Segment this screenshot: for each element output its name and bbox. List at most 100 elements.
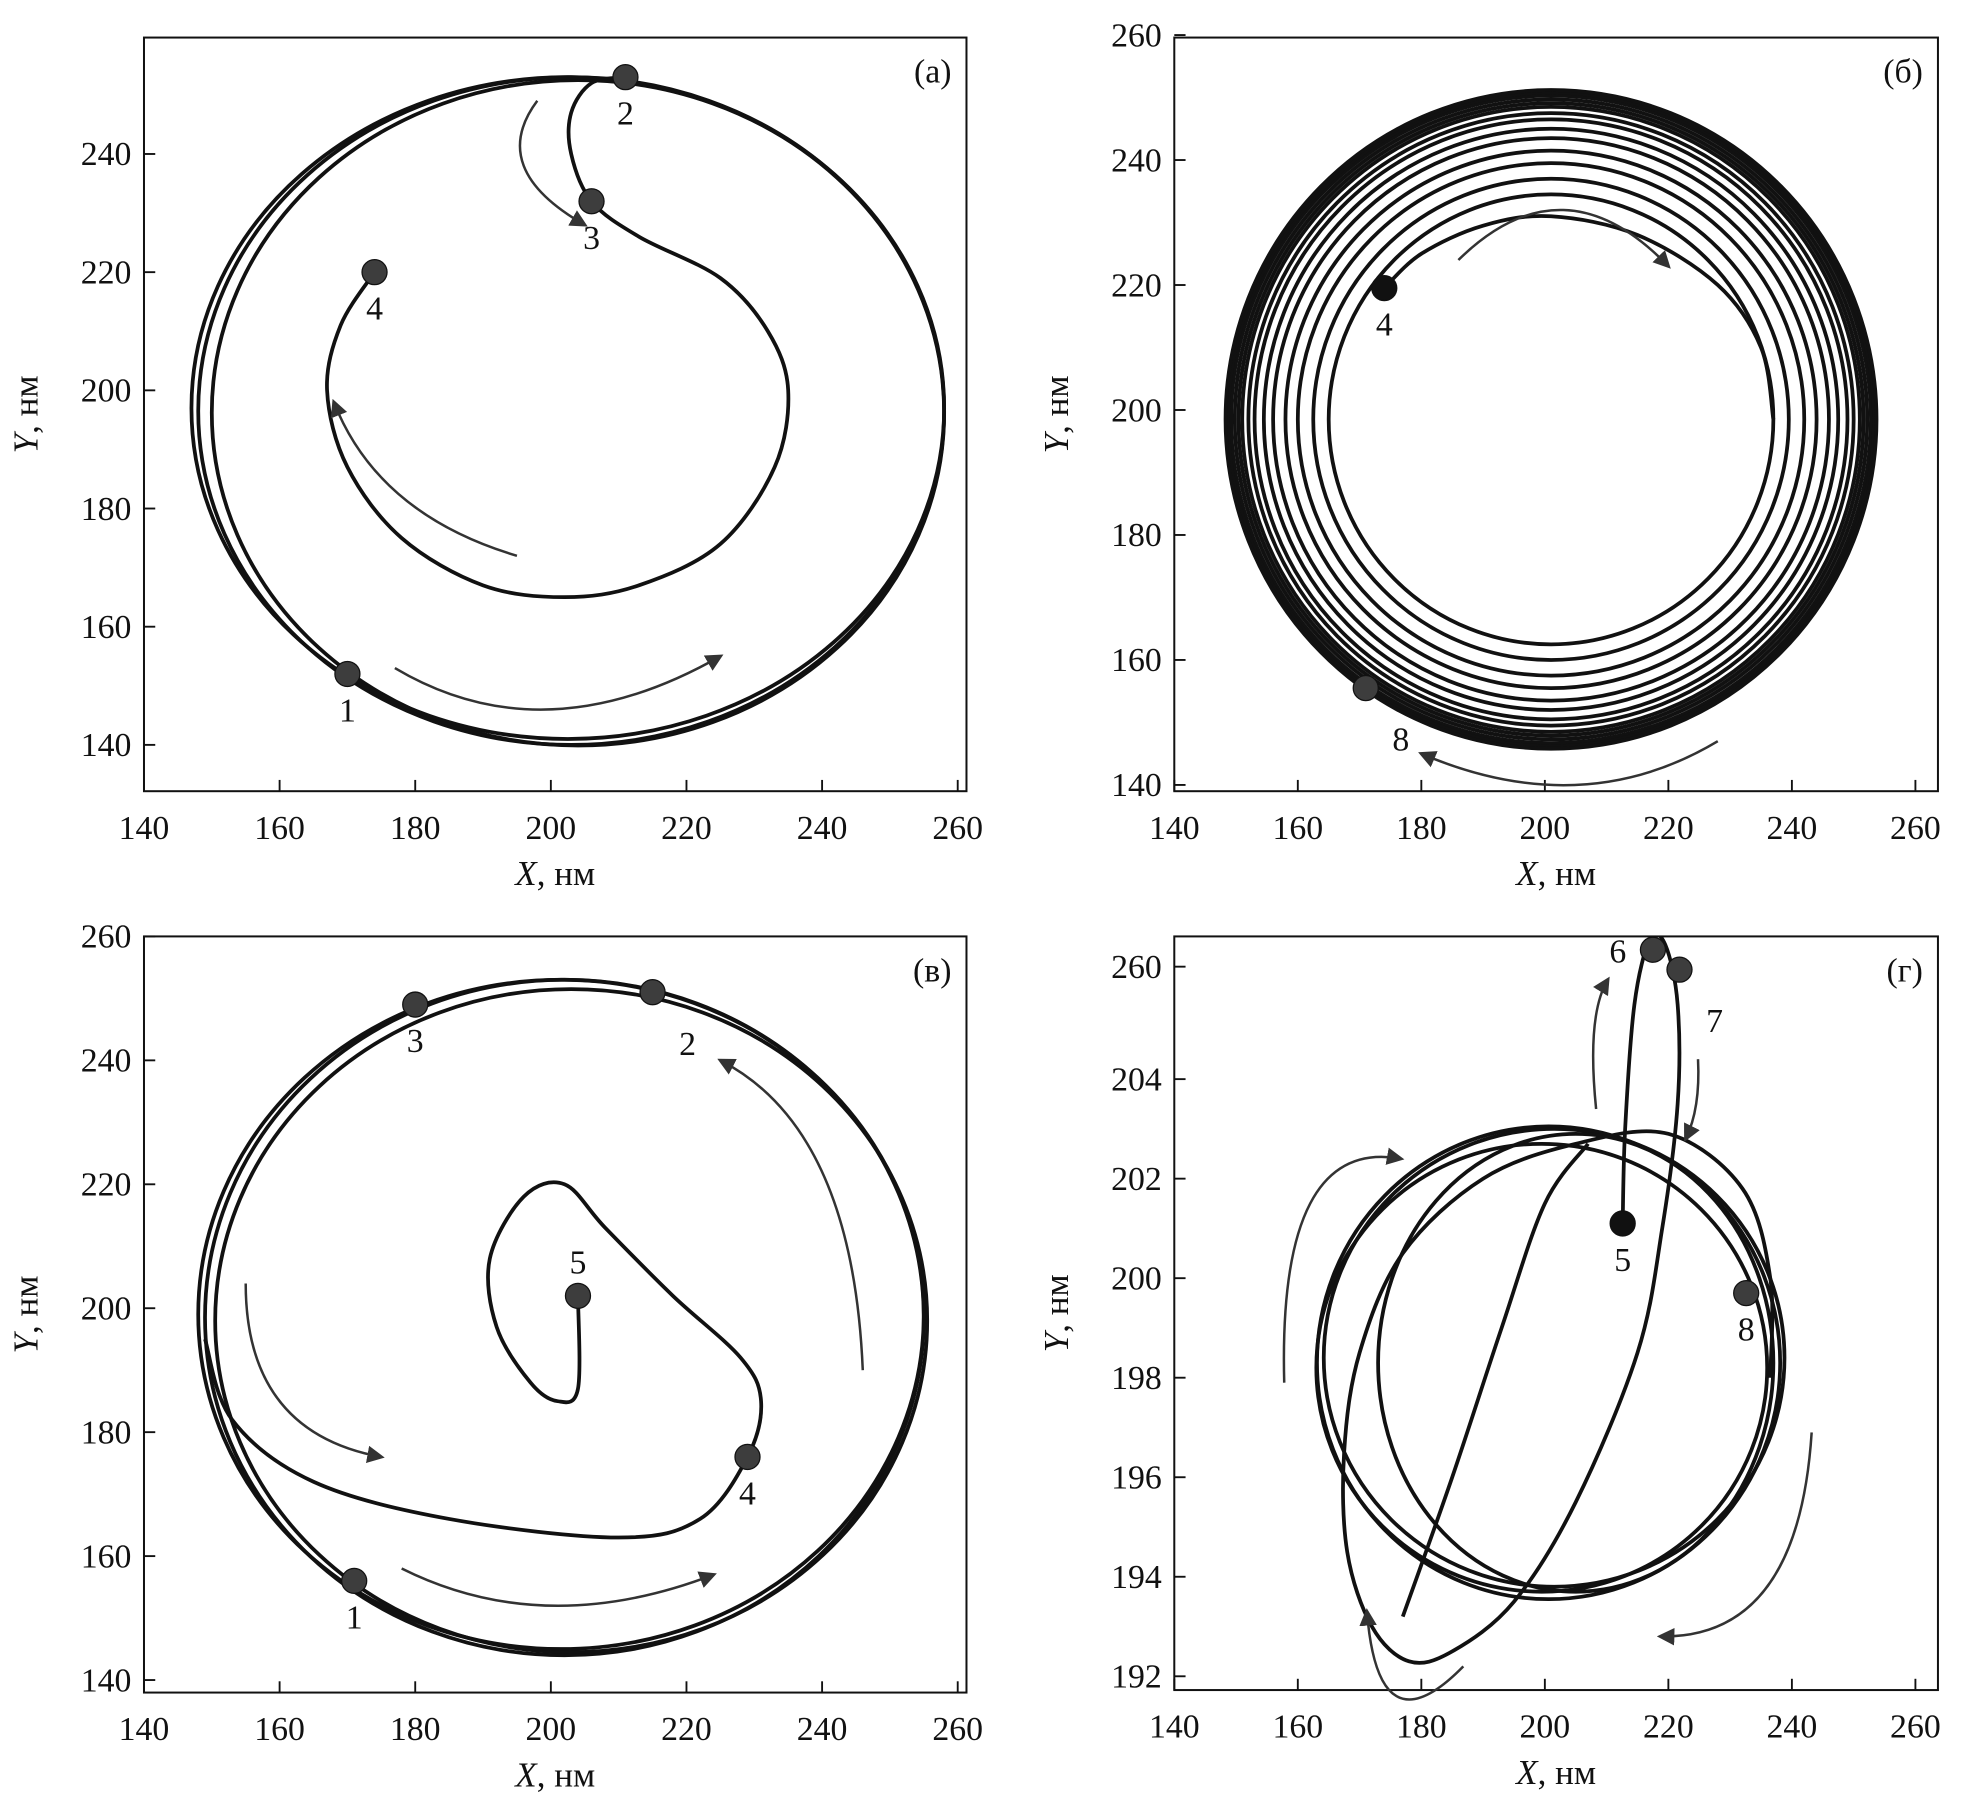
- direction-arrow: [1282, 1147, 1405, 1383]
- point-marker: [1639, 936, 1667, 963]
- plot-frame: [142, 935, 968, 1694]
- x-tick-label: 180: [1396, 810, 1447, 847]
- trajectory-segment: [1382, 214, 1776, 420]
- x-tick-label: 160: [254, 810, 305, 847]
- point-label: 4: [1376, 307, 1393, 344]
- point-marker: [578, 188, 605, 215]
- point-marker: [361, 259, 388, 286]
- x-tick-label: 240: [1767, 1709, 1818, 1746]
- direction-arrow: [1591, 976, 1610, 1110]
- direction-arrow: [1656, 1432, 1813, 1646]
- trajectory-ring: [1252, 117, 1850, 722]
- y-axis-unit: , нм: [1037, 375, 1076, 433]
- y-tick-label: 220: [81, 254, 132, 291]
- trajectory-loop: [1376, 1131, 1776, 1594]
- y-tick-label: 240: [81, 136, 132, 173]
- y-tick-label: 194: [1111, 1559, 1162, 1596]
- point-marker: [612, 64, 639, 91]
- y-axis-var: Y: [1037, 1329, 1076, 1352]
- y-tick-label: 200: [1111, 392, 1162, 429]
- x-axis-var: X: [1514, 854, 1539, 893]
- trajectory-ring: [1311, 176, 1791, 662]
- trajectory: [1223, 88, 1879, 751]
- x-tick-label: 140: [1149, 1709, 1200, 1746]
- point-marker: [639, 979, 666, 1006]
- y-tick-label: 160: [81, 609, 132, 646]
- direction-arrow: [1684, 1059, 1700, 1142]
- trajectory-ring: [1226, 90, 1876, 749]
- trajectory-ring: [1326, 192, 1776, 647]
- point-label: 7: [1706, 1003, 1723, 1040]
- x-tick-label: 220: [661, 810, 712, 847]
- point-label: 3: [407, 1023, 424, 1060]
- plot-frame: [1173, 36, 1939, 793]
- point-marker: [564, 1282, 592, 1309]
- point-marker: [734, 1443, 761, 1471]
- panel-3: 140 160 180 200 220 240 260 140 160 180 200 220 240 2…: [7, 919, 983, 1795]
- y-axis-var: Y: [7, 430, 46, 453]
- point-label: 5: [570, 1244, 587, 1281]
- x-axis-unit: , нм: [1538, 1753, 1596, 1792]
- point-label: 4: [366, 291, 383, 328]
- trajectory: [196, 977, 930, 1658]
- x-axis-label: X, нм: [513, 854, 595, 893]
- trajectory-segment: [1341, 936, 1775, 1665]
- y-tick-label: 192: [1111, 1659, 1162, 1696]
- trajectory-loop: [213, 987, 930, 1655]
- y-axis-var: Y: [1037, 430, 1076, 453]
- direction-arrow: [1359, 1608, 1465, 1701]
- x-tick-label: 160: [1272, 810, 1323, 847]
- trajectory-segment: [1401, 1142, 1590, 1618]
- y-tick-label: 240: [1111, 142, 1162, 179]
- point-label: 3: [583, 220, 600, 257]
- y-tick-label: 180: [81, 491, 132, 528]
- trajectory-ring: [1236, 101, 1866, 738]
- y-tick-label: 204: [1111, 1061, 1162, 1098]
- x-tick-label: 140: [1149, 810, 1200, 847]
- trajectory-ring: [1223, 88, 1879, 751]
- y-axis-unit: , нм: [7, 375, 46, 433]
- panel-label: (б): [1883, 54, 1923, 91]
- y-axis-label: Y, нм: [1037, 375, 1076, 453]
- trajectory-ring: [1261, 126, 1841, 712]
- trajectory-ring: [1229, 93, 1873, 745]
- y-tick-label: 140: [81, 727, 132, 764]
- trajectory-ring: [1232, 97, 1870, 742]
- x-tick-label: 180: [390, 1711, 441, 1748]
- x-tick-label: 240: [797, 1711, 848, 1748]
- x-tick-label: 140: [119, 1711, 170, 1748]
- point-label: 4: [739, 1476, 756, 1513]
- panel-1: 140 160 180 200 220 240 260 140 160 180 200 220 240 X…: [7, 36, 983, 893]
- trajectory-loop: [1314, 1141, 1770, 1594]
- trajectory: [189, 75, 947, 748]
- y-tick-label: 140: [1111, 767, 1162, 804]
- trajectory-ring: [1240, 105, 1862, 734]
- trajectory-ring: [1246, 111, 1856, 728]
- y-tick-label: 240: [81, 1043, 132, 1080]
- x-axis-var: X: [1514, 1753, 1539, 1792]
- x-tick-label: 160: [254, 1711, 305, 1748]
- trajectory-segment: [325, 75, 791, 600]
- x-axis-label: X, нм: [1514, 854, 1596, 893]
- y-axis-unit: , нм: [7, 1276, 46, 1334]
- x-tick-label: 160: [1272, 1709, 1323, 1746]
- y-axis-label: Y, нм: [1037, 1274, 1076, 1352]
- y-tick-label: 160: [81, 1538, 132, 1575]
- trajectory-segment: [203, 1180, 764, 1540]
- point-label: 5: [1614, 1242, 1631, 1279]
- x-tick-label: 180: [1396, 1709, 1447, 1746]
- point-marker: [1609, 1210, 1636, 1237]
- panel-label: (г): [1887, 952, 1923, 989]
- y-tick-label: 220: [1111, 267, 1162, 304]
- direction-arrow: [1457, 208, 1671, 269]
- point-label: 1: [346, 1599, 363, 1636]
- point-label: 6: [1609, 933, 1626, 970]
- panel-4: 140 160 180 200 220 240 260 192 194 196 198 200 202 2…: [1037, 933, 1941, 1792]
- x-axis-var: X: [513, 854, 538, 893]
- direction-arrow: [717, 1058, 865, 1371]
- x-tick-label: 180: [390, 810, 441, 847]
- trajectory-loop: [196, 977, 926, 1651]
- point-marker: [402, 991, 429, 1018]
- direction-arrow: [244, 1283, 385, 1464]
- y-tick-label: 200: [81, 373, 132, 410]
